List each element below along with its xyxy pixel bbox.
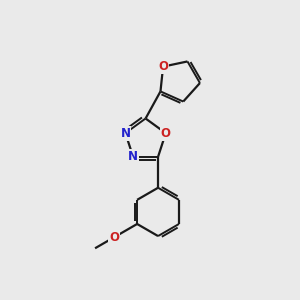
Text: N: N	[128, 150, 138, 163]
Text: O: O	[109, 231, 119, 244]
Text: O: O	[158, 60, 168, 73]
Text: O: O	[161, 127, 171, 140]
Text: N: N	[120, 127, 130, 140]
